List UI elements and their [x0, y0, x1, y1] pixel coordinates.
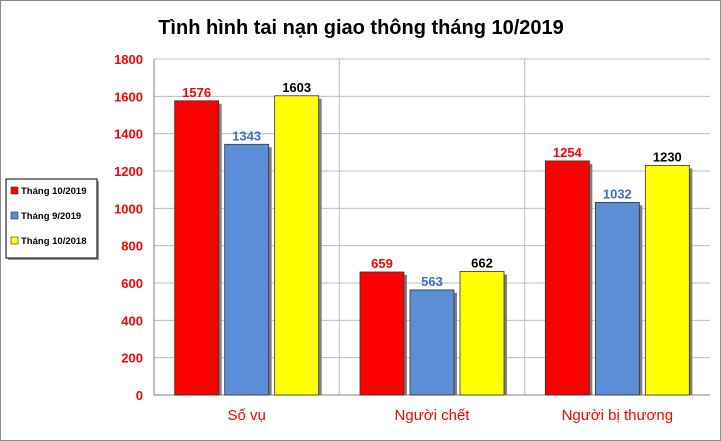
y-tick-label: 1000: [114, 201, 143, 216]
legend-swatch: [10, 186, 19, 195]
data-label: 1343: [232, 128, 261, 143]
data-label: 1032: [603, 186, 632, 201]
bar: [174, 100, 220, 396]
legend-label: Tháng 10/2018: [21, 236, 86, 247]
bar: [594, 201, 640, 396]
bar: [274, 95, 320, 396]
x-category-label: Người bị thương: [562, 407, 673, 424]
y-tick-label: 1200: [114, 164, 143, 179]
y-tick-label: 1800: [114, 52, 143, 67]
plot-area: 0 200 400 600 800 1000 1200 1400 1600 1800 1576 134…: [114, 52, 710, 424]
x-category-label: Số vụ: [227, 407, 265, 424]
legend-swatch: [10, 236, 19, 245]
bar: [644, 164, 690, 396]
legend-label: Tháng 9/2019: [21, 211, 81, 222]
bar: [359, 271, 405, 396]
y-tick-label: 400: [121, 313, 143, 328]
bar: [544, 160, 590, 396]
bar: [409, 289, 455, 396]
legend: Tháng 10/2019 Tháng 9/2019 Tháng 10/2018: [5, 178, 99, 260]
x-category-label: Người chết: [395, 407, 471, 424]
data-label: 659: [371, 256, 393, 271]
data-label: 1603: [282, 80, 311, 95]
y-tick-label: 200: [121, 351, 143, 366]
data-label: 1576: [182, 85, 211, 100]
y-tick-label: 1400: [114, 127, 143, 142]
y-tick-label: 0: [136, 388, 143, 403]
bar: [224, 143, 270, 396]
y-tick-label: 1600: [114, 89, 143, 104]
chart-title: Tình hình tai nạn giao thông tháng 10/20…: [158, 17, 564, 39]
legend-swatch: [10, 211, 19, 220]
data-label: 1254: [553, 145, 583, 160]
bar: [459, 271, 505, 396]
data-label: 1230: [653, 149, 682, 164]
data-label: 662: [471, 255, 493, 270]
y-tick-label: 800: [121, 239, 143, 254]
data-label: 563: [421, 274, 443, 289]
y-tick-label: 600: [121, 276, 143, 291]
legend-label: Tháng 10/2019: [21, 186, 86, 197]
legend-box: [5, 178, 98, 259]
